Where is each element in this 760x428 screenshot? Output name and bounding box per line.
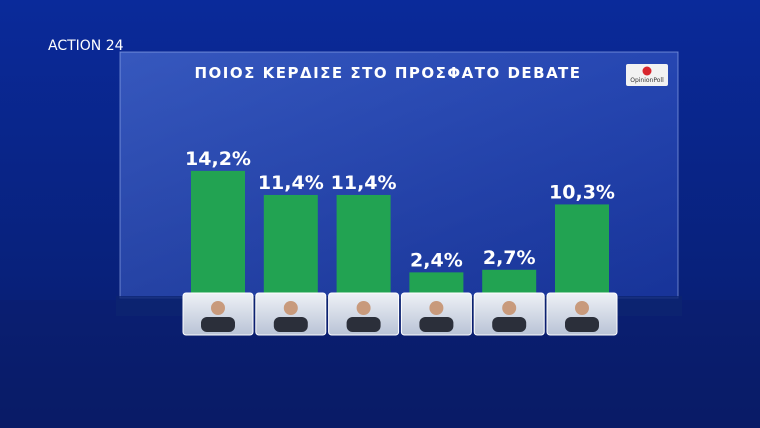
photo-body (201, 317, 235, 332)
bar (336, 194, 391, 293)
value-label: 10,3% (549, 181, 615, 203)
value-label: 14,2% (185, 148, 251, 170)
photo-head (502, 301, 517, 315)
photo-body (492, 317, 527, 332)
photo-head (211, 301, 225, 315)
bar (191, 170, 245, 293)
photo-head (429, 301, 444, 315)
bar (263, 194, 318, 293)
photo-head (575, 301, 589, 315)
bar (555, 204, 609, 293)
bar (482, 269, 537, 293)
source-logo-icon (642, 66, 652, 76)
photo-body (419, 317, 454, 332)
plot: 14,2% 11,4% 11,4% 2,4% 2,7% 10,3% (182, 148, 618, 336)
photo-head (356, 301, 371, 315)
value-label: 11,4% (331, 172, 397, 194)
source-logo: OpinionPoll (630, 77, 664, 84)
chart-title: ΠΟΙΟΣ ΚΕΡΔΙΣΕ ΣΤΟ ΠΡΟΣΦΑΤΟ DEBATE (195, 64, 582, 82)
photo-head (283, 301, 298, 315)
value-label: 2,7% (483, 247, 536, 269)
value-label: 11,4% (258, 172, 324, 194)
channel-logo: ACTION 24 (48, 38, 124, 54)
photo-body (273, 317, 308, 332)
photo-body (565, 317, 599, 332)
bar (409, 272, 464, 293)
photo-body (346, 317, 381, 332)
value-label: 2,4% (410, 249, 463, 271)
